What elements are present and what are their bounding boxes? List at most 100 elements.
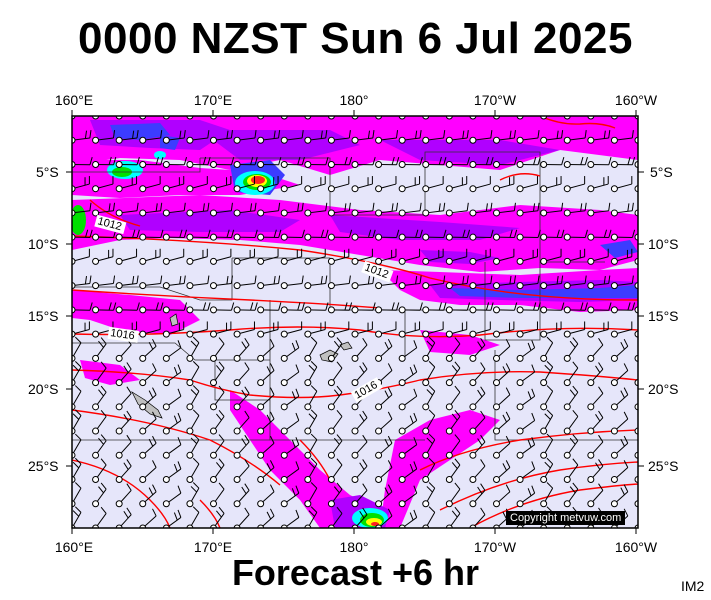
station-circle: [563, 306, 571, 314]
station-circle: [351, 500, 359, 508]
station-circle: [563, 209, 571, 217]
station-circle: [587, 209, 595, 217]
station-circle: [210, 160, 217, 168]
wind-barb-feather: [415, 229, 419, 238]
wind-barb-feather: [192, 482, 200, 489]
lon-label-bottom: 180°: [339, 539, 369, 555]
wind-barb-feather: [531, 364, 536, 373]
wind-barb-feather: [230, 130, 233, 139]
wind-barb-feather: [428, 385, 436, 392]
station-circle: [351, 233, 359, 241]
wind-barb-feather: [291, 439, 296, 448]
wind-barb-feather: [544, 461, 551, 469]
station-circle: [162, 306, 170, 314]
wind-barb-feather: [241, 389, 247, 398]
station-circle: [375, 209, 383, 217]
wind-barb-feather: [384, 438, 390, 447]
station-circle: [186, 451, 194, 459]
wind-barb-feather: [387, 411, 393, 420]
wind-barb-feather: [584, 275, 587, 284]
wind-barb-feather: [561, 302, 565, 311]
wind-barb-feather: [466, 275, 469, 284]
wind-barb-feather: [72, 364, 80, 372]
wind-barb-feather: [336, 434, 343, 442]
station-circle: [563, 451, 571, 459]
station-circle: [210, 354, 217, 362]
station-circle: [210, 330, 217, 338]
wind-barb-feather: [627, 302, 631, 311]
wind-barb-feather: [569, 340, 576, 348]
station-circle: [304, 500, 312, 508]
wind-barb-feather: [454, 482, 461, 490]
wind-barb-feather: [490, 275, 493, 284]
wind-barb-feather: [623, 435, 629, 444]
station-circle: [587, 451, 595, 459]
wind-barb-feather: [454, 506, 461, 514]
wind-barb-feather: [413, 437, 418, 445]
station-circle: [445, 330, 453, 338]
wind-barb-feather: [651, 131, 652, 139]
wind-barb-feather: [396, 302, 400, 311]
lat-label-right: 20°S: [648, 381, 679, 397]
wind-barb-feather: [537, 156, 541, 165]
station-circle: [540, 209, 548, 217]
wind-barb-feather: [333, 389, 340, 397]
station-circle: [210, 306, 217, 314]
wind-barb-feather: [362, 459, 368, 467]
station-circle: [186, 233, 194, 241]
wind-barb-staff: [638, 111, 655, 116]
station-circle: [351, 354, 359, 362]
wind-barb-feather: [301, 202, 304, 211]
wind-barb-feather: [362, 362, 368, 370]
station-circle: [563, 233, 571, 241]
wind-barb-feather: [301, 275, 304, 284]
wind-barb-feather: [650, 365, 653, 372]
wind-barb-feather: [244, 483, 250, 491]
wind-barb-feather: [650, 340, 653, 347]
wind-barb-feather: [409, 512, 414, 521]
wind-barb-feather: [556, 130, 559, 139]
wind-barb-feather: [254, 229, 258, 238]
wind-barb-feather: [152, 363, 157, 371]
wind-barb-feather: [502, 463, 507, 471]
wind-barb-feather: [603, 276, 606, 285]
wind-barb-feather: [428, 360, 436, 368]
wind-barb-feather: [561, 229, 565, 238]
wind-barb-feather: [254, 302, 258, 311]
wind-barb-feather: [572, 385, 579, 393]
wind-barb-feather: [98, 340, 104, 348]
wind-barb-feather: [310, 409, 318, 416]
wind-barb-feather: [308, 510, 315, 517]
lon-label-bottom: 160°W: [614, 539, 658, 555]
station-circle: [115, 403, 123, 411]
station-circle: [327, 306, 335, 314]
wind-barb-feather: [387, 508, 393, 517]
wind-barb-feather: [387, 460, 393, 468]
station-circle: [257, 306, 265, 314]
wind-barb-feather: [509, 276, 512, 285]
lat-label-left: 10°S: [28, 236, 59, 252]
station-circle: [115, 306, 123, 314]
wind-barb-feather: [218, 458, 225, 466]
station-circle: [516, 354, 524, 362]
station-circle: [139, 209, 147, 217]
station-circle: [493, 403, 500, 411]
wind-barb-feather: [505, 435, 511, 444]
station-circle: [445, 185, 453, 193]
station-circle: [445, 451, 453, 459]
station-circle: [186, 160, 194, 168]
station-circle: [115, 476, 123, 484]
station-circle: [610, 354, 618, 362]
station-circle: [516, 427, 524, 435]
wind-barb-feather: [608, 275, 611, 284]
station-circle: [540, 427, 548, 435]
station-circle: [398, 257, 406, 265]
wind-barb-feather: [160, 202, 163, 211]
wind-barb-feather: [650, 413, 653, 420]
station-circle: [280, 354, 288, 362]
station-circle: [563, 136, 571, 144]
wind-barb-feather: [152, 508, 157, 517]
station-circle: [162, 209, 170, 217]
station-circle: [398, 136, 406, 144]
wind-barb-feather: [485, 156, 490, 165]
